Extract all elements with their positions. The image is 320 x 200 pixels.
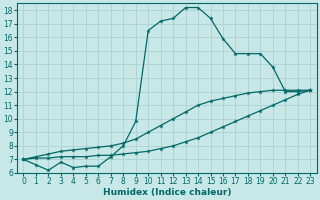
X-axis label: Humidex (Indice chaleur): Humidex (Indice chaleur) [103, 188, 231, 197]
